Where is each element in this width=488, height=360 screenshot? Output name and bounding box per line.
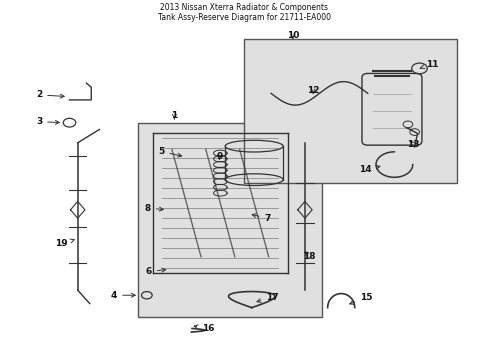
Text: 5: 5	[158, 147, 182, 157]
Text: 14: 14	[358, 165, 379, 174]
Text: 13: 13	[407, 140, 419, 149]
Text: 15: 15	[349, 293, 372, 304]
Text: 12: 12	[306, 86, 319, 95]
Text: 9: 9	[216, 152, 222, 161]
Text: 6: 6	[145, 267, 165, 276]
Text: 7: 7	[252, 213, 270, 223]
FancyBboxPatch shape	[244, 39, 456, 183]
Text: 18: 18	[303, 252, 315, 261]
Text: 8: 8	[144, 204, 163, 213]
Text: 17: 17	[256, 293, 278, 302]
Text: 2: 2	[36, 90, 64, 99]
Text: 4: 4	[111, 291, 135, 300]
Text: 11: 11	[419, 59, 437, 69]
Text: 10: 10	[286, 31, 299, 40]
Title: 2013 Nissan Xterra Radiator & Components
Tank Assy-Reserve Diagram for 21711-EA0: 2013 Nissan Xterra Radiator & Components…	[158, 3, 330, 22]
Text: 16: 16	[194, 324, 214, 333]
Text: 19: 19	[55, 239, 74, 248]
Text: 1: 1	[171, 112, 177, 121]
FancyBboxPatch shape	[138, 123, 321, 317]
Text: 3: 3	[36, 117, 59, 126]
